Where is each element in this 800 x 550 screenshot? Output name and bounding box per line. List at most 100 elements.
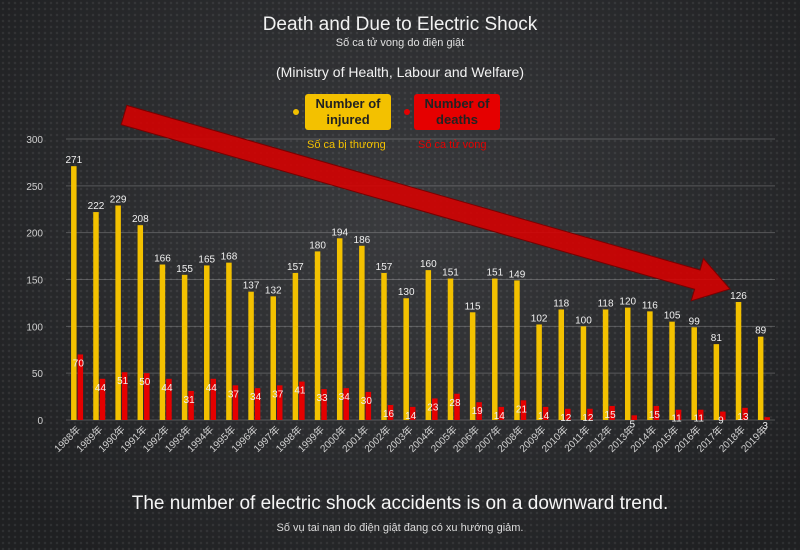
bars (71, 166, 770, 420)
trend-arrow-shape (120, 104, 731, 302)
data-label-deaths: 15 (605, 410, 617, 421)
bar-deaths (609, 405, 615, 420)
data-label-injured: 149 (509, 269, 526, 280)
y-tick-label: 200 (26, 229, 43, 240)
footer-caption: The number of electric shock accidents i… (131, 493, 669, 514)
bar-deaths (653, 405, 660, 420)
bar-injured (226, 262, 232, 420)
bar-injured (647, 311, 653, 420)
data-label-deaths: 44 (95, 383, 107, 394)
y-tick-label: 150 (26, 276, 43, 287)
bar-deaths (321, 389, 327, 420)
data-label-deaths: 44 (206, 383, 218, 394)
data-label-injured: 102 (531, 313, 548, 324)
data-label-injured: 155 (176, 264, 193, 275)
data-label-deaths: 70 (73, 358, 85, 369)
bar-injured (115, 205, 121, 420)
bar-deaths (565, 408, 571, 420)
legend-deaths-marker (404, 109, 410, 115)
data-labels: 2717022244229512085016644155311654416837… (65, 155, 768, 432)
bar-injured (713, 344, 720, 420)
data-label-deaths: 12 (560, 413, 572, 424)
bar-injured (492, 278, 498, 420)
bar-deaths (232, 385, 239, 420)
chart-title: Death and Due to Electric Shock (262, 14, 538, 35)
data-label-deaths: 19 (472, 406, 484, 417)
data-label-deaths: 11 (671, 414, 682, 425)
data-label-injured: 115 (465, 301, 481, 312)
bar-injured (624, 307, 631, 420)
data-label-deaths: 51 (117, 376, 129, 387)
data-label-injured: 137 (243, 281, 260, 292)
bar-injured (735, 301, 742, 420)
bar-injured (602, 309, 609, 420)
data-label-deaths: 30 (361, 396, 373, 407)
bar-injured (403, 298, 409, 420)
bar-injured (137, 225, 144, 420)
data-label-injured: 130 (398, 287, 415, 298)
data-label-injured: 89 (755, 326, 767, 337)
bar-injured (204, 265, 210, 420)
data-label-deaths: 11 (694, 414, 705, 425)
legend-injured-vn: Số ca bị thương (307, 139, 386, 151)
data-label-deaths: 37 (272, 389, 284, 400)
data-label-deaths: 21 (516, 404, 528, 415)
data-label-injured: 151 (486, 268, 503, 279)
bar-deaths (99, 378, 106, 420)
data-label-deaths: 37 (228, 389, 240, 400)
chart-subtitle-vn: Số ca tử vong do điện giật (335, 37, 465, 49)
data-label-deaths: 28 (449, 398, 461, 409)
bar-deaths (387, 405, 394, 420)
data-label-deaths: 33 (316, 393, 328, 404)
data-label-injured: 271 (65, 155, 82, 166)
bar-deaths (77, 354, 84, 420)
bar-injured (469, 312, 476, 420)
bar-deaths (742, 407, 748, 420)
data-label-injured: 81 (711, 333, 723, 344)
data-label-injured: 166 (154, 254, 171, 265)
data-label-deaths: 31 (184, 395, 196, 406)
bar-deaths (343, 388, 349, 420)
legend-injured-marker (293, 109, 299, 115)
data-label-injured: 160 (420, 259, 437, 270)
bar-injured (292, 272, 299, 420)
data-label-injured: 151 (442, 268, 459, 279)
data-label-deaths: 3 (762, 421, 768, 432)
bar-deaths (299, 381, 305, 420)
y-tick-label: 50 (32, 369, 44, 380)
data-label-deaths: 5 (629, 419, 635, 430)
bar-deaths (210, 378, 217, 420)
bar-deaths (432, 398, 438, 420)
data-label-injured: 126 (730, 291, 747, 302)
data-label-injured: 208 (132, 214, 149, 225)
bar-deaths (520, 400, 527, 420)
bar-injured (536, 324, 542, 420)
bar-injured (93, 212, 99, 420)
bar-deaths (476, 402, 482, 420)
bar-injured (248, 291, 254, 420)
bar-injured (381, 272, 387, 420)
bar-injured (757, 336, 764, 420)
y-tick-label: 250 (26, 182, 43, 193)
data-label-deaths: 14 (538, 411, 550, 422)
data-label-injured: 118 (598, 298, 614, 309)
bar-injured (514, 280, 520, 420)
data-label-injured: 120 (619, 297, 636, 308)
bar-injured (580, 326, 587, 420)
bar-injured (669, 321, 675, 420)
bar-deaths (166, 378, 172, 420)
data-label-injured: 116 (642, 300, 658, 311)
bar-injured (359, 245, 365, 420)
data-label-deaths: 34 (250, 392, 262, 403)
legend-deaths: Number of deaths (414, 94, 500, 130)
bar-injured (558, 309, 565, 420)
y-axis-ticks: 0 50 100 150 200 250 300 (26, 135, 43, 427)
bar-injured (691, 327, 697, 420)
data-label-injured: 157 (287, 262, 304, 273)
data-label-injured: 229 (110, 195, 127, 206)
data-label-deaths: 23 (427, 402, 439, 413)
bar-deaths (542, 406, 549, 420)
y-tick-label: 100 (26, 322, 43, 333)
data-label-deaths: 9 (718, 416, 724, 427)
